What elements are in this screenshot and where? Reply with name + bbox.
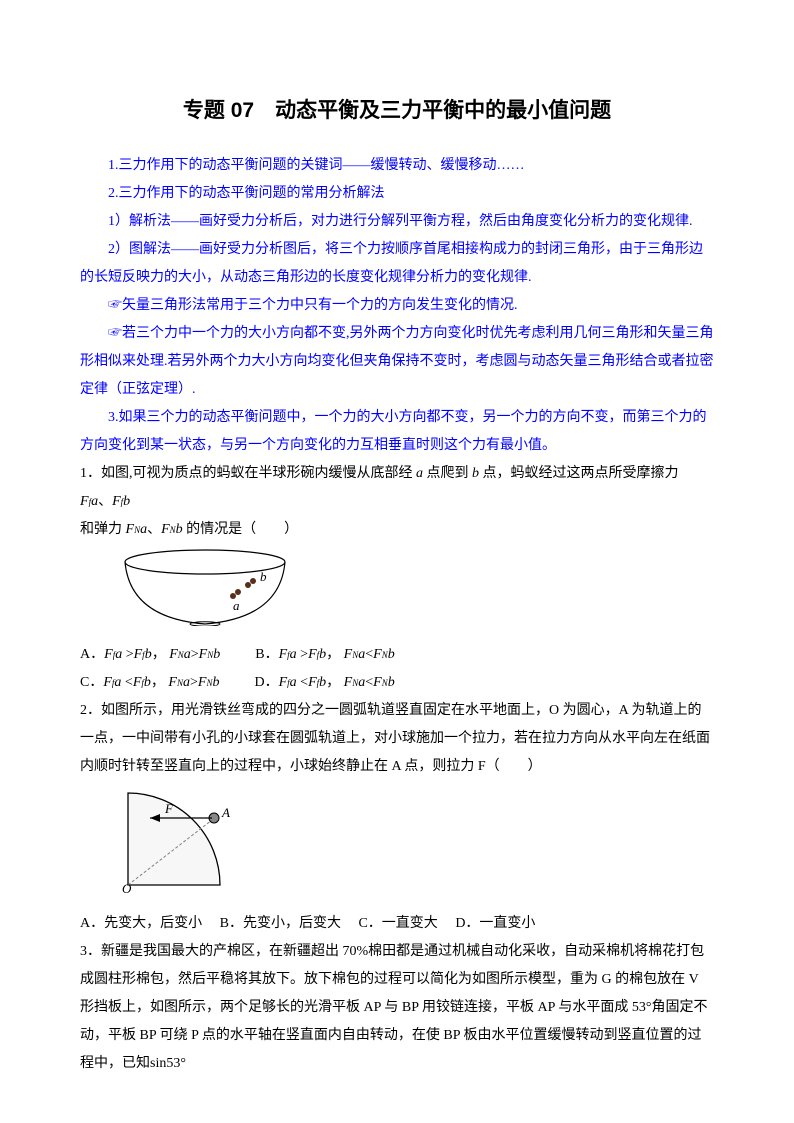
- q2-optC: C．一直变大: [358, 916, 437, 931]
- q1-stem-e: 的情况是（ ）: [183, 522, 299, 537]
- intro-line-6: ☞若三个力中一个力的大小方向都不变,另外两个力方向变化时优先考虑利用几何三角形和…: [80, 320, 714, 404]
- q2-optB: B．先变小，后变大: [220, 916, 341, 931]
- arc-label-F: F: [164, 801, 174, 816]
- intro-line-7: 3.如果三个力的动态平衡问题中，一个力的大小方向都不变，另一个力的方向不变，而第…: [80, 404, 714, 460]
- intro-line-2: 2.三力作用下的动态平衡问题的常用分析解法: [80, 180, 714, 208]
- q1-Fnb: FNb: [161, 522, 183, 537]
- bowl-label-b: b: [260, 569, 267, 584]
- q1-optD: D．Ffa <Ffb， FNa<FNb: [254, 675, 394, 690]
- q3-stem: 3．新疆是我国最大的产棉区，在新疆超出 70%棉田都是通过机械自动化采收，自动采…: [80, 938, 714, 1078]
- page-title: 专题 07 动态平衡及三力平衡中的最小值问题: [80, 90, 714, 132]
- q1-Ffb: Ffb: [112, 494, 130, 509]
- q1-Fna: FNa: [126, 522, 148, 537]
- q1-optC: C．Ffa <Ffb， FNa>FNb: [80, 675, 219, 690]
- q1-options-row2: C．Ffa <Ffb， FNa>FNb D．Ffa <Ffb， FNa<FNb: [80, 669, 714, 697]
- q1-a: a: [416, 466, 423, 481]
- page: 专题 07 动态平衡及三力平衡中的最小值问题 1.三力作用下的动态平衡问题的关键…: [0, 0, 794, 1123]
- bowl-label-a: a: [233, 598, 240, 613]
- arc-label-O: O: [122, 881, 132, 895]
- q1-stem-a: 1．如图,可视为质点的蚂蚁在半球形碗内缓慢从底部经: [80, 466, 416, 481]
- intro-line-1: 1.三力作用下的动态平衡问题的关键词——缓慢转动、缓慢移动……: [80, 152, 714, 180]
- q1-stem-d: 和弹力: [80, 522, 126, 537]
- intro-line-4: 2）图解法——画好受力分析图后，将三个力按顺序首尾相接构成力的封闭三角形，由于三…: [80, 236, 714, 292]
- intro-line-5: ☞矢量三角形法常用于三个力中只有一个力的方向发生变化的情况.: [80, 292, 714, 320]
- q2-stem: 2．如图所示，用光滑铁丝弯成的四分之一圆弧轨道竖直固定在水平地面上，O 为圆心，…: [80, 697, 714, 781]
- q1-stem-c: 点，蚂蚁经过这两点所受摩擦力: [479, 466, 679, 481]
- q1-optA: A．Ffa >Ffb， FNa>FNb: [80, 647, 220, 662]
- q2-options: A．先变大，后变小 B．先变小，后变大 C．一直变大 D．一直变小: [80, 910, 714, 938]
- q1-optB: B．Ffa >Ffb， FNa<FNb: [255, 647, 394, 662]
- q1-options-row1: A．Ffa >Ffb， FNa>FNb B．Ffa >Ffb， FNa<FNb: [80, 641, 714, 669]
- arc-figure: O A F: [120, 785, 714, 906]
- q2-optA: A．先变大，后变小: [80, 916, 202, 931]
- q1-stem: 1．如图,可视为质点的蚂蚁在半球形碗内缓慢从底部经 a 点爬到 b 点，蚂蚁经过…: [80, 460, 714, 544]
- intro-line-3: 1）解析法——画好受力分析后，对力进行分解列平衡方程，然后由角度变化分析力的变化…: [80, 208, 714, 236]
- q1-b: b: [472, 466, 479, 481]
- bowl-figure: a b: [120, 548, 714, 637]
- q2-optD: D．一直变小: [455, 916, 535, 931]
- arc-label-A: A: [221, 805, 230, 820]
- q1-stem-b: 点爬到: [423, 466, 472, 481]
- q1-Ffa: Ffa: [80, 494, 98, 509]
